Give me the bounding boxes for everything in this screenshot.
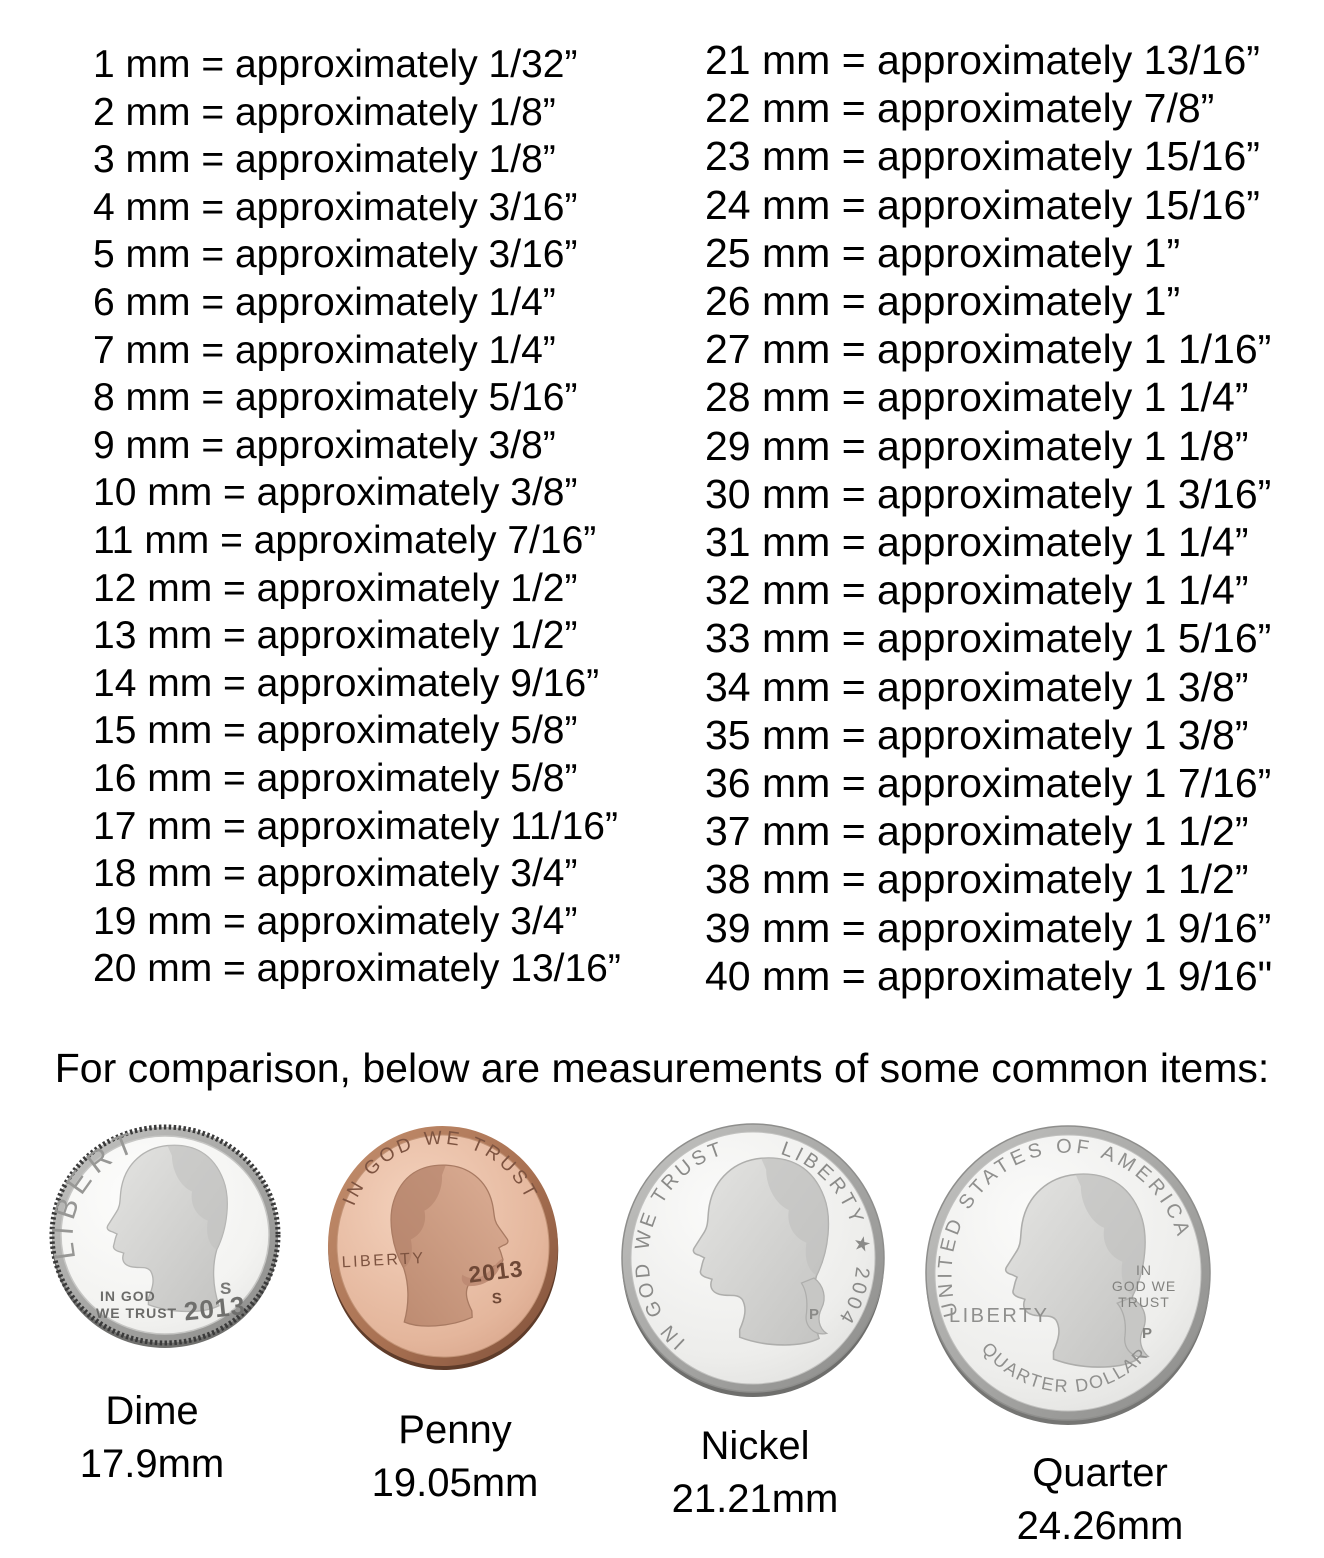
jefferson-bust — [692, 1157, 830, 1346]
coin-diameter: 24.26mm — [1016, 1504, 1184, 1548]
conversion-row: 14 mm = approximately 9/16” — [93, 661, 600, 705]
conversion-row: 35 mm = approximately 1 3/8” — [705, 711, 1249, 758]
conversion-row: 10 mm = approximately 3/8” — [93, 471, 578, 515]
conversion-row: 34 mm = approximately 1 3/8” — [705, 663, 1249, 710]
conversion-row: 11 mm = approximately 7/16” — [93, 518, 597, 562]
conversion-row: 2 mm = approximately 1/8” — [93, 90, 556, 134]
coin-name: Penny — [398, 1408, 512, 1452]
nickel-mint-mark: P — [809, 1306, 819, 1323]
conversion-row: 7 mm = approximately 1/4” — [93, 328, 556, 372]
conversion-column-left: 1 mm = approximately 1/32” 2 mm = approx… — [93, 41, 621, 993]
dime-year: 2013 — [182, 1290, 247, 1326]
quarter-label: Quarter 24.26mm — [990, 1447, 1210, 1553]
conversion-row: 20 mm = approximately 13/16” — [93, 947, 621, 991]
conversion-row: 37 mm = approximately 1 1/2” — [705, 808, 1249, 855]
conversion-row: 9 mm = approximately 3/8” — [93, 423, 556, 467]
conversion-row: 18 mm = approximately 3/4” — [93, 852, 578, 896]
coin-diameter: 19.05mm — [371, 1461, 539, 1505]
conversion-row: 6 mm = approximately 1/4” — [93, 280, 556, 324]
conversion-row: 26 mm = approximately 1” — [705, 278, 1181, 325]
conversion-row: 27 mm = approximately 1 1/16” — [705, 326, 1272, 373]
washington-bust — [1004, 1173, 1150, 1368]
dime-motto-line1: IN GOD — [100, 1288, 156, 1304]
conversion-row: 32 mm = approximately 1 1/4” — [705, 567, 1249, 614]
dime-motto-line2: WE TRUST — [96, 1305, 177, 1321]
conversion-column-right: 21 mm = approximately 13/16” 22 mm = app… — [705, 36, 1272, 1000]
dime-coin-image: LIBERTY IN GOD WE TRUST S 2013 — [48, 1124, 281, 1348]
washington-ponytail — [1116, 1297, 1150, 1358]
conversion-row: 15 mm = approximately 5/8” — [93, 709, 578, 753]
conversion-row: 1 mm = approximately 1/32” — [93, 43, 578, 86]
conversion-row: 38 mm = approximately 1 1/2” — [705, 856, 1249, 903]
conversion-row: 12 mm = approximately 1/2” — [93, 566, 578, 610]
comparison-heading: For comparison, below are measurements o… — [54, 1045, 1270, 1091]
conversion-row: 24 mm = approximately 15/16” — [705, 181, 1260, 228]
roosevelt-bust — [106, 1144, 228, 1313]
conversion-row: 3 mm = approximately 1/8” — [93, 138, 556, 182]
coin-diameter: 21.21mm — [671, 1477, 839, 1521]
quarter-coin-image: UNITED STATES OF AMERICA LIBERTY IN GOD … — [925, 1125, 1211, 1425]
quarter-liberty-inscription: LIBERTY — [949, 1305, 1050, 1327]
penny-mint-mark: S — [491, 1290, 502, 1308]
conversion-row: 25 mm = approximately 1” — [705, 229, 1181, 276]
conversion-row: 30 mm = approximately 1 3/16” — [705, 470, 1272, 517]
conversion-row: 33 mm = approximately 1 5/16” — [705, 615, 1272, 662]
conversion-row: 31 mm = approximately 1 1/4” — [705, 519, 1249, 566]
coin-name: Quarter — [1032, 1451, 1168, 1495]
conversion-row: 40 mm = approximately 1 9/16" — [705, 952, 1273, 999]
jefferson-ponytail — [800, 1277, 829, 1335]
conversion-row: 17 mm = approximately 11/16” — [93, 804, 618, 848]
nickel-label: Nickel 21.21mm — [645, 1420, 865, 1526]
conversion-row: 36 mm = approximately 1 7/16” — [705, 760, 1272, 807]
conversion-row: 5 mm = approximately 3/16” — [93, 233, 578, 277]
penny-liberty-inscription: LIBERTY — [341, 1250, 426, 1271]
quarter-motto-line1: IN — [1136, 1262, 1152, 1278]
conversion-row: 39 mm = approximately 1 9/16” — [705, 904, 1272, 951]
conversion-row: 8 mm = approximately 5/16” — [93, 376, 578, 420]
coin-diameter: 17.9mm — [79, 1442, 225, 1486]
quarter-motto-line3: TRUST — [1118, 1294, 1170, 1310]
conversion-row: 13 mm = approximately 1/2” — [93, 614, 578, 658]
conversion-row: 21 mm = approximately 13/16” — [705, 37, 1260, 83]
penny-coin-image: IN GOD WE TRUST LIBERTY 2013 S — [327, 1123, 559, 1370]
coin-name: Nickel — [700, 1424, 810, 1468]
coin-name: Dime — [105, 1389, 199, 1433]
conversion-row: 22 mm = approximately 7/8” — [705, 85, 1215, 132]
conversion-row: 23 mm = approximately 15/16” — [705, 133, 1260, 180]
quarter-mint-mark: P — [1142, 1325, 1152, 1342]
conversion-row: 28 mm = approximately 1 1/4” — [705, 374, 1249, 421]
lincoln-bust — [390, 1164, 509, 1327]
dime-label: Dime 17.9mm — [42, 1385, 262, 1491]
nickel-coin-image: IN GOD WE TRUST LIBERTY ★ 2004 P — [621, 1123, 885, 1397]
conversion-row: 29 mm = approximately 1 1/8” — [705, 422, 1249, 469]
dime-mint-mark: S — [220, 1279, 231, 1298]
quarter-motto-line2: GOD WE — [1112, 1278, 1176, 1294]
conversion-row: 19 mm = approximately 3/4” — [93, 899, 578, 943]
conversion-row: 16 mm = approximately 5/8” — [93, 756, 578, 800]
conversion-row: 4 mm = approximately 3/16” — [93, 185, 578, 229]
penny-label: Penny 19.05mm — [345, 1404, 565, 1510]
lincoln-beard — [461, 1258, 503, 1287]
